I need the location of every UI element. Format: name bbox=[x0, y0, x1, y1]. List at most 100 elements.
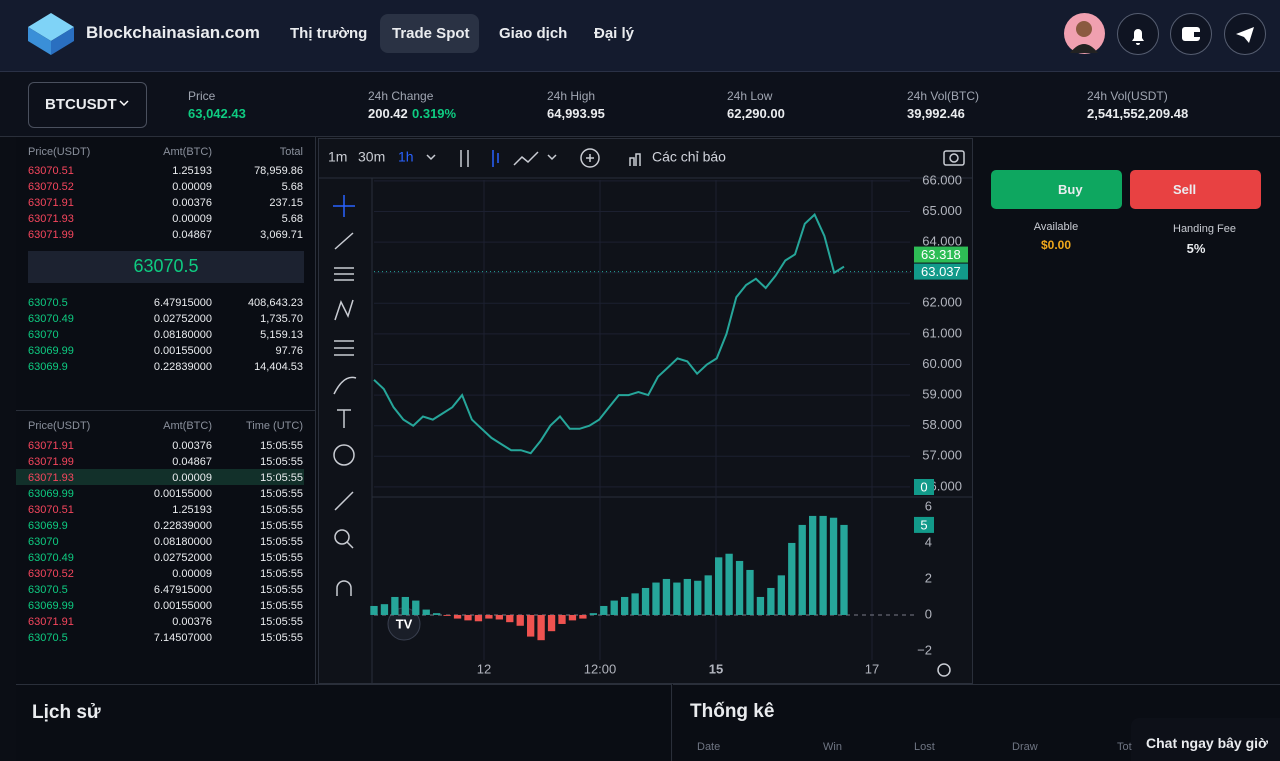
symbol-select[interactable] bbox=[28, 82, 147, 128]
chat-button[interactable] bbox=[1131, 718, 1280, 761]
bid-cell: 14,404.53 bbox=[254, 361, 303, 374]
y-tick-label: 60.000 bbox=[922, 356, 962, 371]
trade-cell: 63070.5 bbox=[28, 584, 68, 597]
trade-cell: 15:05:55 bbox=[260, 456, 303, 469]
trade-cell: 15:05:55 bbox=[260, 520, 303, 533]
value-tag-label: 5 bbox=[920, 517, 927, 532]
histogram-bar bbox=[433, 613, 441, 615]
trade-cell: 63070.49 bbox=[28, 552, 74, 565]
trade-cell: 0.00155000 bbox=[153, 488, 212, 501]
price-tag-label: 63.318 bbox=[921, 247, 961, 262]
available-value: $0.00 bbox=[1040, 237, 1072, 252]
trade-cell: 15:05:55 bbox=[260, 584, 303, 597]
trade-cell: 0.00376 bbox=[172, 440, 212, 453]
ask-cell: 237.15 bbox=[269, 197, 303, 210]
histogram-bar bbox=[401, 596, 409, 615]
trade-cell: 63070.51 bbox=[28, 504, 74, 517]
column-header: Amt(BTC) bbox=[163, 146, 212, 159]
stat-label: 24h Vol(BTC) bbox=[907, 88, 980, 103]
chat-label[interactable]: Chat ngay bây giờ bbox=[1146, 734, 1268, 751]
trade-cell: 0.08180000 bbox=[153, 536, 212, 549]
stat-change: 0.319% bbox=[412, 106, 457, 122]
sell-button[interactable] bbox=[1130, 170, 1261, 209]
indicators-button[interactable]: Các chỉ báo bbox=[652, 149, 726, 165]
histogram-bar bbox=[798, 524, 806, 615]
stats-column: Lost bbox=[914, 741, 935, 754]
y-tick-label: 59.000 bbox=[922, 387, 962, 402]
histogram-bar bbox=[495, 614, 503, 620]
histogram-bar bbox=[412, 600, 420, 615]
histogram-bar bbox=[380, 604, 389, 615]
nav-link[interactable]: Trade Spot bbox=[392, 25, 470, 42]
histogram-bar bbox=[809, 515, 817, 615]
trade-cell: 0.02752000 bbox=[153, 552, 212, 565]
stat-label: 24h Low bbox=[727, 88, 773, 103]
histogram-bar bbox=[777, 575, 785, 615]
toolbar-icons[interactable] bbox=[426, 148, 965, 677]
history-panel bbox=[16, 684, 672, 761]
trade-cell: 63069.99 bbox=[28, 488, 74, 501]
mid-price: 63070.5 bbox=[133, 256, 199, 277]
price-tag bbox=[914, 246, 968, 263]
x-tick-label: 12 bbox=[477, 661, 491, 676]
trade-cell: 63069.99 bbox=[28, 600, 74, 613]
trade-cell: 15:05:55 bbox=[260, 616, 303, 629]
price-line bbox=[373, 212, 845, 455]
bid-cell: 0.08180000 bbox=[153, 329, 212, 342]
interval[interactable]: 1m bbox=[328, 149, 347, 165]
buy-button[interactable] bbox=[991, 170, 1122, 209]
histogram-bar bbox=[725, 553, 733, 615]
stat-value: 2,541,552,209.48 bbox=[1087, 106, 1189, 122]
nav-link[interactable]: Thị trường bbox=[290, 25, 368, 42]
ask-cell: 1.25193 bbox=[172, 165, 212, 178]
histogram-bar bbox=[673, 582, 681, 615]
y-tick-label: 57.000 bbox=[922, 448, 962, 463]
header-icons bbox=[1070, 21, 1254, 53]
histogram-bar bbox=[610, 600, 618, 615]
buy-label[interactable]: Buy bbox=[1058, 182, 1083, 198]
histogram-bar bbox=[829, 517, 838, 615]
interval[interactable]: 1h bbox=[398, 149, 414, 165]
volume-tag-label: 0 bbox=[920, 479, 927, 494]
bid-cell: 63069.9 bbox=[28, 361, 68, 374]
nav-link[interactable]: Giao dịch bbox=[499, 25, 568, 42]
mid-price-box bbox=[28, 251, 304, 283]
volume-tag bbox=[914, 479, 934, 495]
y-tick-label: 62.000 bbox=[922, 295, 962, 310]
interval[interactable]: 30m bbox=[358, 149, 385, 165]
nav-link[interactable]: Đại lý bbox=[594, 25, 635, 42]
ask-cell: 63071.93 bbox=[28, 213, 74, 226]
histogram-bar bbox=[819, 515, 827, 615]
stats-column: Draw bbox=[1012, 741, 1038, 754]
price-chart: TV 1m 30m 1h Các chỉ báo56.00057.00058.0005… bbox=[318, 148, 973, 684]
brand: Blockchainasian.com bbox=[86, 22, 260, 42]
price-tag-label: 63.037 bbox=[921, 264, 961, 279]
column-header: Price(USDT) bbox=[28, 146, 91, 159]
symbol[interactable]: BTCUSDT bbox=[45, 96, 117, 113]
bid-cell: 0.22839000 bbox=[153, 361, 212, 374]
histogram-bar bbox=[641, 587, 650, 615]
history-title: Lịch sử bbox=[32, 701, 101, 723]
y-tick-label: 61.000 bbox=[922, 325, 962, 340]
bid-cell: 63069.99 bbox=[28, 345, 74, 358]
ask-cell: 0.00376 bbox=[172, 197, 212, 210]
histogram-bar bbox=[652, 582, 660, 615]
histogram-bar bbox=[568, 614, 577, 621]
trade-cell: 63071.91 bbox=[28, 440, 74, 453]
trade-cell: 63070 bbox=[28, 536, 59, 549]
ask-cell: 63070.51 bbox=[28, 165, 74, 178]
histogram-bar bbox=[443, 614, 451, 616]
sell-label[interactable]: Sell bbox=[1173, 182, 1197, 198]
histogram-bar bbox=[474, 614, 483, 622]
histogram-bar bbox=[558, 614, 566, 624]
highlight-row bbox=[16, 469, 304, 485]
drawing-tools[interactable] bbox=[333, 195, 357, 596]
column-header: Price(USDT) bbox=[28, 420, 91, 433]
stat-value: 39,992.46 bbox=[907, 106, 965, 122]
y-tick-label: 58.000 bbox=[922, 417, 962, 432]
histogram-bar bbox=[735, 560, 744, 615]
histogram-bar bbox=[422, 609, 430, 615]
x-tick-label: 12:00 bbox=[584, 661, 617, 676]
bid-cell: 63070.49 bbox=[28, 313, 74, 326]
